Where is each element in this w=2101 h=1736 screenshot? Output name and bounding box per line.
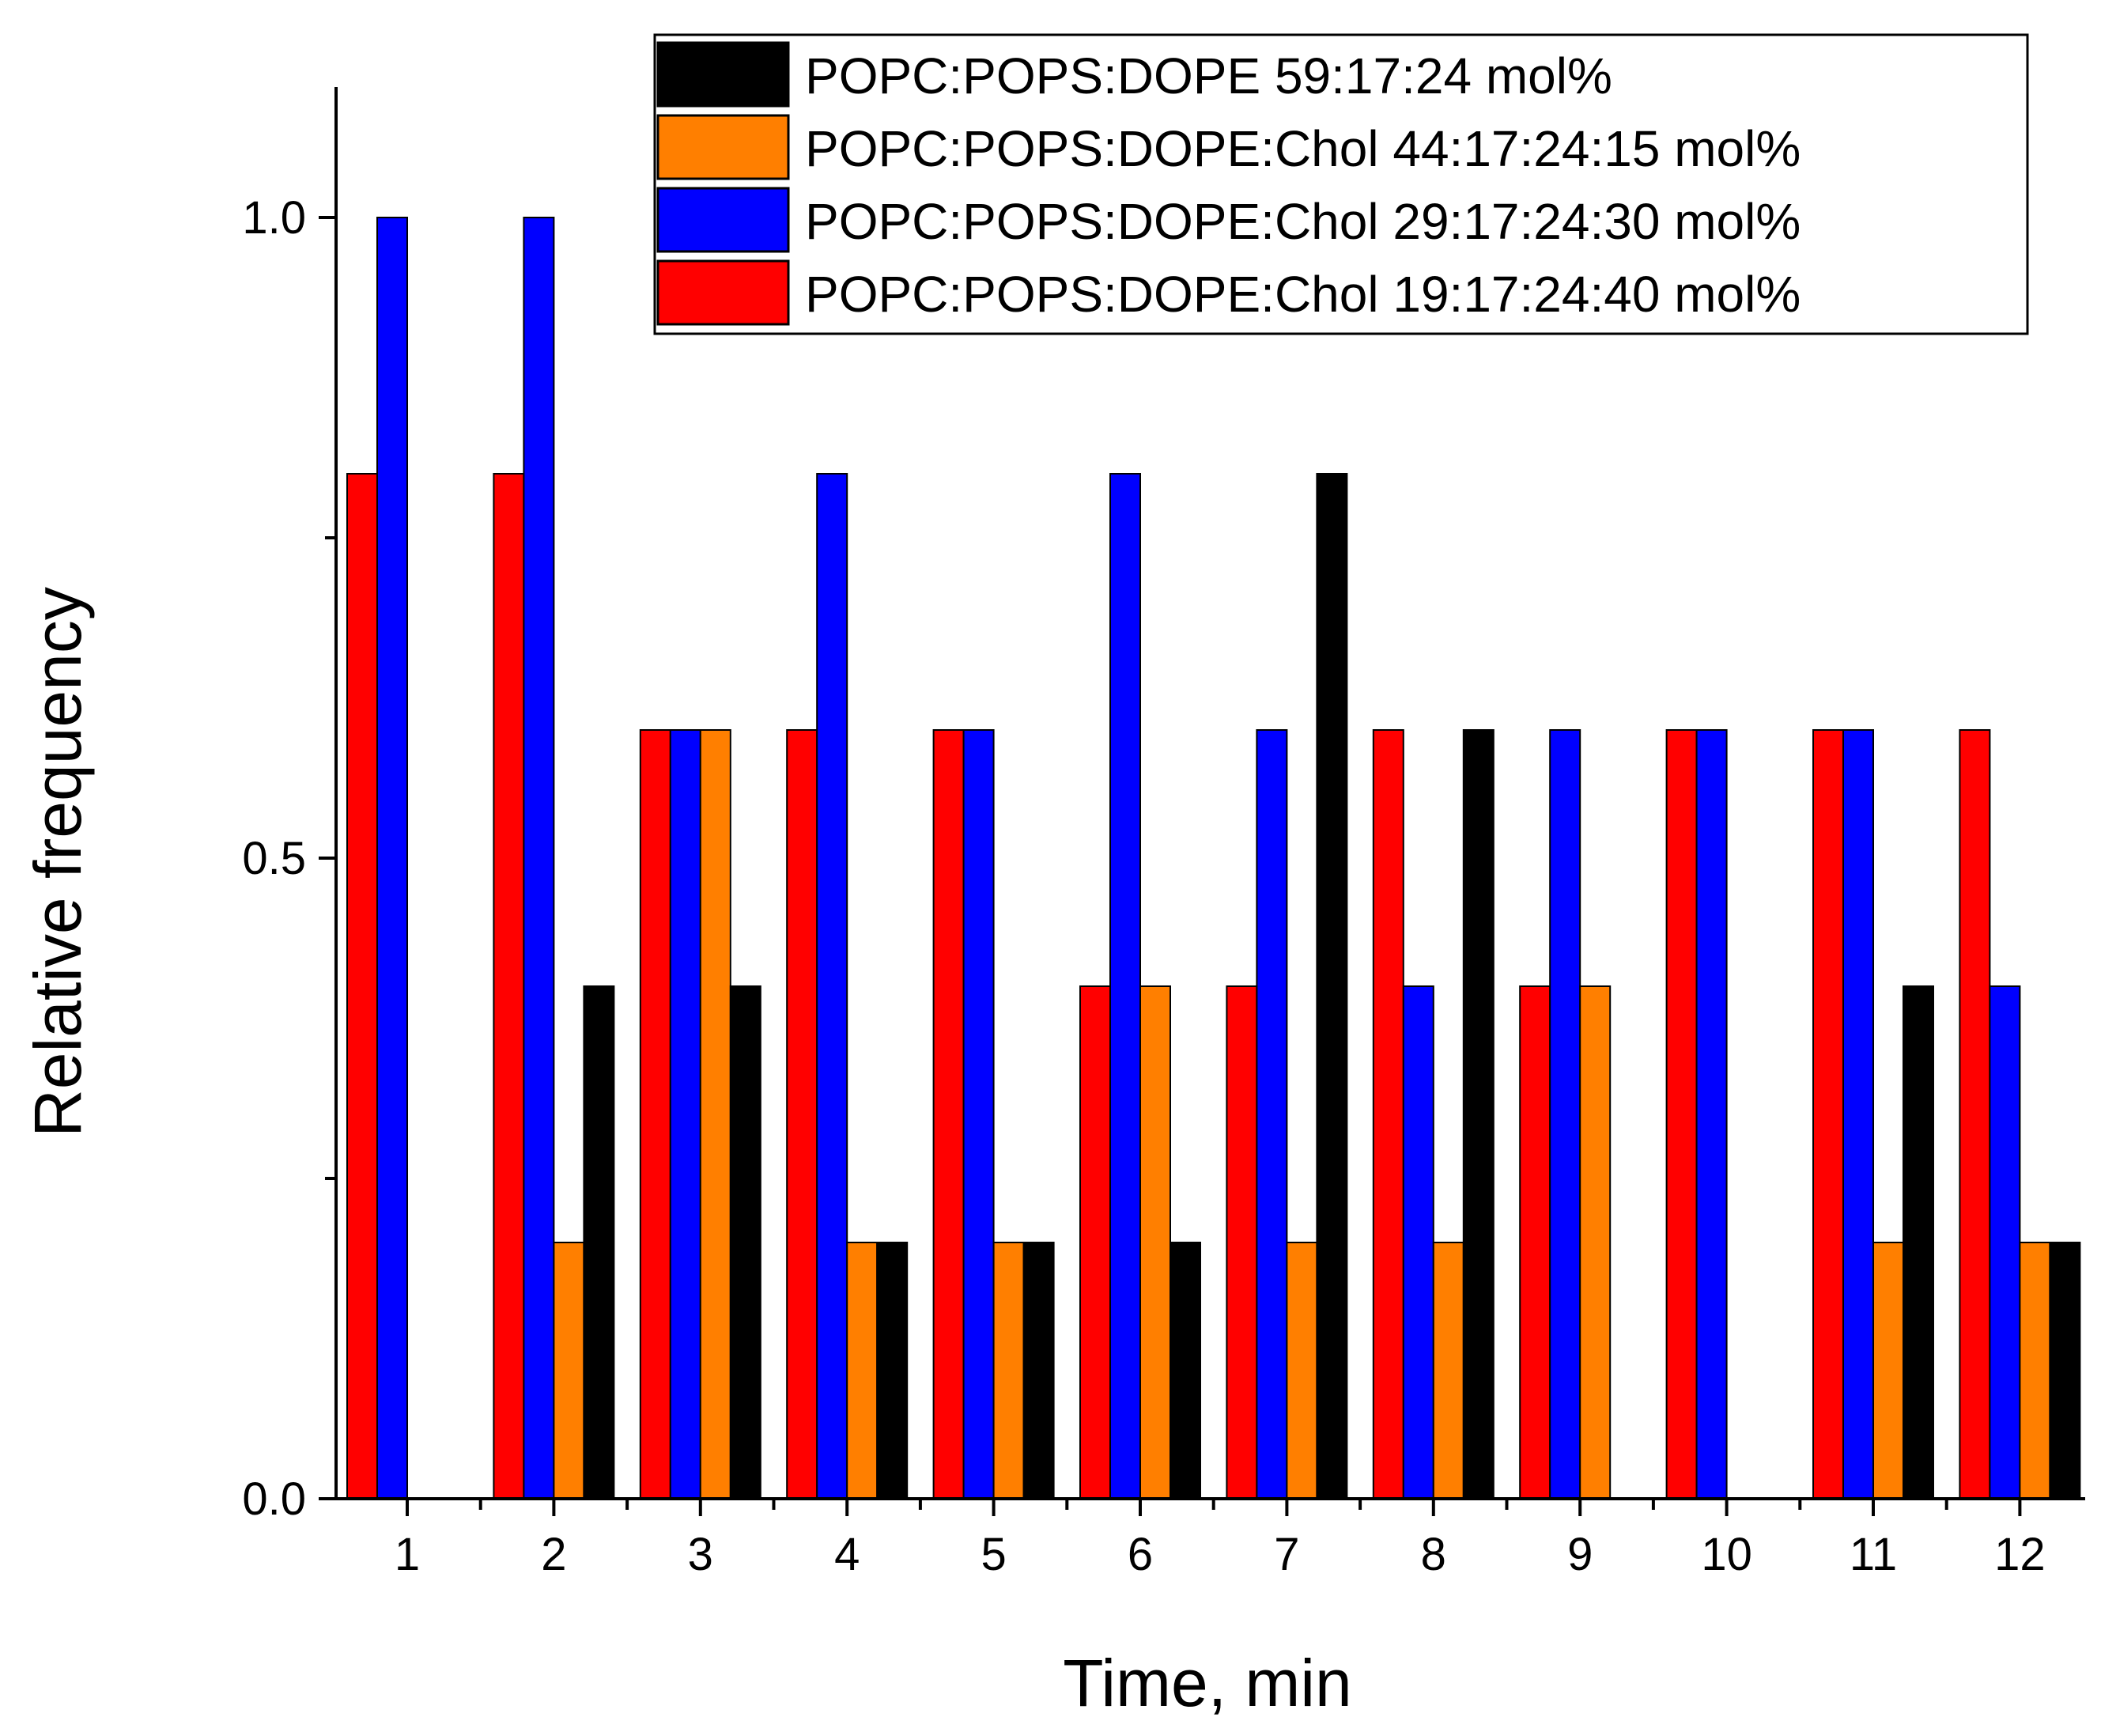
bar-popc-pops-dope-chol-29-17-24-30-mol--t3: [669, 729, 701, 1500]
bar-popc-pops-dope-59-17-24-mol--t2: [583, 985, 615, 1500]
bar-popc-pops-dope-chol-19-17-24-40-mol--t7: [1226, 985, 1258, 1500]
bar-popc-pops-dope-chol-44-17-24-15-mol--t6: [1139, 985, 1171, 1500]
bar-popc-pops-dope-chol-44-17-24-15-mol--t9: [1579, 985, 1612, 1500]
x-tick-label: 10: [1701, 1529, 1752, 1580]
bar-popc-pops-dope-59-17-24-mol--t8: [1462, 729, 1495, 1500]
bar-popc-pops-dope-chol-19-17-24-40-mol--t2: [493, 473, 525, 1500]
y-axis-title: Relative frequency: [21, 587, 95, 1137]
legend-swatch: [656, 114, 790, 180]
legend-label: POPC:POPS:DOPE:Chol 29:17:24:30 mol%: [805, 193, 1801, 250]
bar-popc-pops-dope-59-17-24-mol--t5: [1022, 1242, 1055, 1500]
bar-popc-pops-dope-59-17-24-mol--t3: [729, 985, 761, 1500]
bars-layer: [346, 217, 2081, 1500]
legend: POPC:POPS:DOPE 59:17:24 mol% POPC:POPS:DO…: [653, 33, 2029, 335]
legend-label: POPC:POPS:DOPE 59:17:24 mol%: [805, 47, 1612, 104]
x-tick-label: 8: [1421, 1529, 1446, 1580]
x-tick-label: 7: [1274, 1529, 1299, 1580]
bar-popc-pops-dope-chol-29-17-24-30-mol--t8: [1402, 985, 1434, 1500]
bar-popc-pops-dope-chol-19-17-24-40-mol--t5: [932, 729, 965, 1500]
bar-popc-pops-dope-chol-19-17-24-40-mol--t3: [639, 729, 671, 1500]
x-tick-label: 6: [1128, 1529, 1153, 1580]
x-tick-label: 11: [1850, 1529, 1897, 1580]
x-tick-label: 12: [1994, 1529, 2046, 1580]
bar-popc-pops-dope-chol-29-17-24-30-mol--t4: [816, 473, 848, 1500]
bar-popc-pops-dope-59-17-24-mol--t7: [1316, 473, 1348, 1500]
x-tick-label: 5: [981, 1529, 1006, 1580]
legend-swatch: [656, 187, 790, 253]
bar-popc-pops-dope-chol-44-17-24-15-mol--t3: [699, 729, 731, 1500]
bar-popc-pops-dope-chol-29-17-24-30-mol--t9: [1549, 729, 1581, 1500]
bar-popc-pops-dope-chol-29-17-24-30-mol--t11: [1842, 729, 1874, 1500]
legend-swatch: [656, 259, 790, 326]
bar-popc-pops-dope-chol-29-17-24-30-mol--t10: [1695, 729, 1728, 1500]
legend-label: POPC:POPS:DOPE:Chol 19:17:24:40 mol%: [805, 266, 1801, 323]
bar-popc-pops-dope-59-17-24-mol--t6: [1170, 1242, 1201, 1500]
bar-popc-pops-dope-chol-44-17-24-15-mol--t4: [846, 1242, 879, 1500]
legend-box: [653, 33, 2029, 335]
bar-popc-pops-dope-chol-29-17-24-30-mol--t1: [376, 217, 408, 1500]
bar-popc-pops-dope-chol-29-17-24-30-mol--t12: [1989, 985, 2021, 1500]
bar-popc-pops-dope-59-17-24-mol--t12: [2049, 1242, 2081, 1500]
bar-popc-pops-dope-chol-19-17-24-40-mol--t11: [1812, 729, 1844, 1500]
bar-popc-pops-dope-chol-19-17-24-40-mol--t12: [1959, 729, 1991, 1500]
bar-popc-pops-dope-chol-19-17-24-40-mol--t1: [346, 473, 378, 1500]
legend-swatch: [656, 41, 790, 108]
x-tick-label: 4: [834, 1529, 860, 1580]
bar-popc-pops-dope-chol-19-17-24-40-mol--t10: [1665, 729, 1698, 1500]
bar-popc-pops-dope-chol-19-17-24-40-mol--t8: [1372, 729, 1404, 1500]
bar-popc-pops-dope-chol-19-17-24-40-mol--t6: [1079, 985, 1111, 1500]
x-tick-label: 9: [1567, 1529, 1593, 1580]
y-tick-label: 0.0: [242, 1473, 306, 1525]
axes-layer: 0.00.51.01 2 3 4 5 6 7 8 9 10 11 12: [242, 87, 2085, 1580]
bar-popc-pops-dope-chol-19-17-24-40-mol--t9: [1519, 985, 1551, 1500]
bar-popc-pops-dope-chol-44-17-24-15-mol--t7: [1286, 1242, 1318, 1500]
bar-popc-pops-dope-chol-44-17-24-15-mol--t11: [1872, 1242, 1904, 1500]
y-tick-label: 0.5: [242, 833, 306, 884]
bar-popc-pops-dope-chol-44-17-24-15-mol--t5: [992, 1242, 1025, 1500]
bar-popc-pops-dope-59-17-24-mol--t11: [1903, 985, 1934, 1500]
bar-popc-pops-dope-chol-29-17-24-30-mol--t6: [1109, 473, 1141, 1500]
bar-popc-pops-dope-chol-44-17-24-15-mol--t8: [1432, 1242, 1464, 1500]
bar-popc-pops-dope-59-17-24-mol--t4: [876, 1242, 909, 1500]
bar-popc-pops-dope-chol-44-17-24-15-mol--t2: [553, 1242, 585, 1500]
legend-label: POPC:POPS:DOPE:Chol 44:17:24:15 mol%: [805, 120, 1801, 177]
bar-popc-pops-dope-chol-29-17-24-30-mol--t7: [1256, 729, 1288, 1500]
y-tick-label: 1.0: [242, 192, 306, 244]
x-tick-label: 2: [541, 1529, 566, 1580]
bar-popc-pops-dope-chol-29-17-24-30-mol--t5: [962, 729, 995, 1500]
x-axis-title: Time, min: [1063, 1646, 1352, 1720]
bar-popc-pops-dope-chol-44-17-24-15-mol--t12: [2019, 1242, 2051, 1500]
bar-popc-pops-dope-chol-19-17-24-40-mol--t4: [786, 729, 818, 1500]
x-tick-label: 1: [395, 1529, 420, 1580]
x-tick-label: 3: [688, 1529, 713, 1580]
bar-popc-pops-dope-chol-29-17-24-30-mol--t2: [523, 217, 555, 1500]
